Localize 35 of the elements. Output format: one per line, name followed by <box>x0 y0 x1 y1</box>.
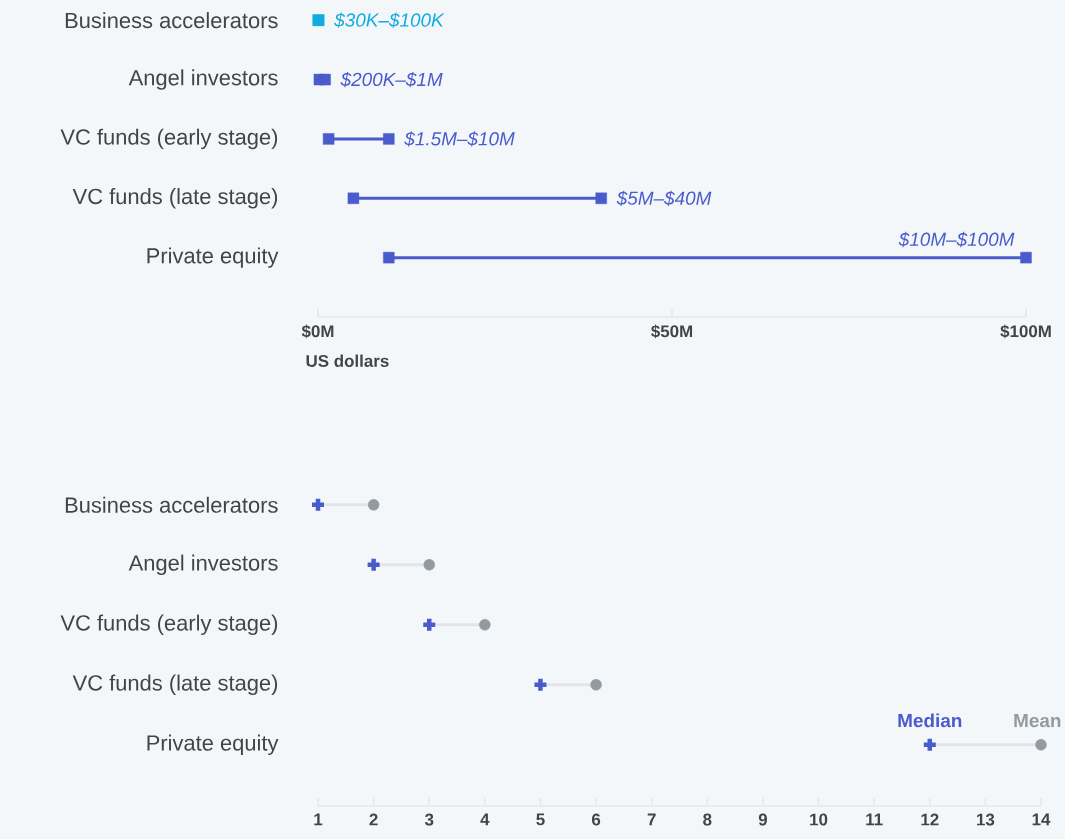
x-tick-label: 9 <box>758 813 768 826</box>
y-tick-label: VC funds (late stage) <box>72 674 278 696</box>
x-tick-label: $0M <box>301 324 334 339</box>
x-tick-label: 6 <box>592 813 601 826</box>
x-tick-label: 7 <box>647 813 656 826</box>
y-tick-label: Angel investors <box>128 554 278 576</box>
x-tick-label: 2 <box>369 813 378 826</box>
x-tick-label: 1 <box>314 813 323 826</box>
y-tick-label: Business accelerators <box>65 12 278 29</box>
y-tick-label: Private equity <box>147 247 279 268</box>
x-tick-label: 5 <box>536 813 545 826</box>
annotation: $200K–$1M <box>340 71 443 88</box>
series-label: Mean <box>1014 714 1061 728</box>
y-tick-label: VC funds (late stage) <box>72 188 278 209</box>
y-tick-label: Business accelerators <box>65 496 278 513</box>
x-tick-label: 10 <box>810 813 828 826</box>
y-tick-label: Private equity <box>147 734 279 756</box>
annotation: $5M–$40M <box>616 190 712 206</box>
x-tick-label: 14 <box>1032 813 1051 826</box>
series-label: Median <box>898 713 962 728</box>
y-tick-label: VC funds (early stage) <box>60 614 278 636</box>
x-tick-label: $50M <box>651 324 693 339</box>
x-tick-label: 4 <box>480 813 490 826</box>
x-tick-label: 8 <box>703 813 712 826</box>
x-tick-label: 12 <box>921 813 939 826</box>
annotation: $1.5M–$10M <box>404 131 515 147</box>
x-tick-label: 3 <box>424 813 434 826</box>
annotation: $10M–$100M <box>898 231 1015 248</box>
y-tick-label: Angel investors <box>128 69 278 90</box>
x-tick-label: 13 <box>977 813 995 826</box>
x-tick-label: $100M <box>1000 324 1051 339</box>
y-tick-label: VC funds (early stage) <box>60 128 278 150</box>
x-axis-title: US dollars <box>306 354 389 367</box>
x-tick-label: 11 <box>866 813 883 826</box>
annotation: $30K–$100K <box>334 12 445 28</box>
